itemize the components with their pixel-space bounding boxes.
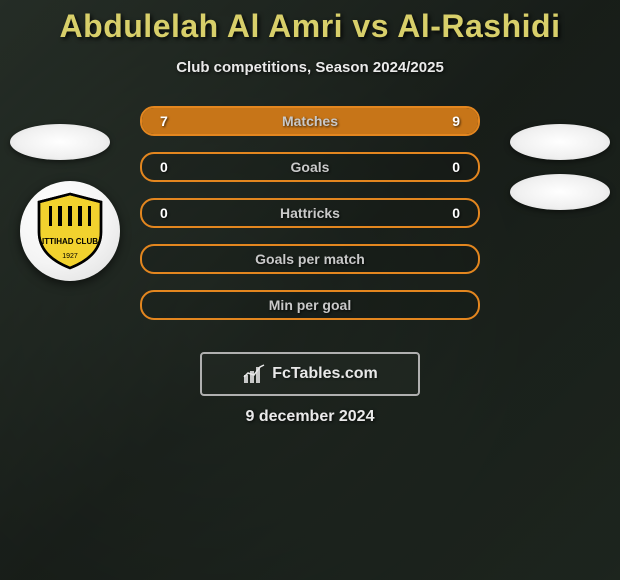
stat-label: Matches — [142, 113, 478, 129]
stat-label: Min per goal — [142, 297, 478, 313]
shield-icon: ITTIHAD CLUB 1927 — [35, 192, 105, 270]
stat-label: Goals — [142, 159, 478, 175]
svg-text:1927: 1927 — [62, 253, 78, 260]
stat-row: Goals per match — [140, 244, 480, 274]
generated-date: 9 december 2024 — [0, 408, 620, 426]
svg-text:ITTIHAD CLUB: ITTIHAD CLUB — [42, 237, 98, 246]
stat-row: Min per goal — [140, 290, 480, 320]
stat-label: Goals per match — [142, 251, 478, 267]
player-right-oval-2 — [510, 174, 610, 210]
player-left-oval — [10, 124, 110, 160]
chart-icon — [242, 363, 266, 385]
stat-row: 00Hattricks — [140, 198, 480, 228]
club-badge: ITTIHAD CLUB 1927 — [20, 181, 120, 281]
watermark: FcTables.com — [200, 352, 420, 396]
stat-row: 00Goals — [140, 152, 480, 182]
watermark-text: FcTables.com — [272, 365, 378, 383]
page-title: Abdulelah Al Amri vs Al-Rashidi — [0, 0, 620, 45]
subtitle: Club competitions, Season 2024/2025 — [0, 59, 620, 76]
stat-label: Hattricks — [142, 205, 478, 221]
comparison-card: Abdulelah Al Amri vs Al-Rashidi Club com… — [0, 0, 620, 580]
stat-bars: 79Matches 00Goals 00Hattricks Goals per mat… — [140, 106, 480, 336]
player-right-oval-1 — [510, 124, 610, 160]
stats-stage: ITTIHAD CLUB 1927 79Matches 00Goals 00Hatt… — [0, 106, 620, 336]
stat-row: 79Matches — [140, 106, 480, 136]
